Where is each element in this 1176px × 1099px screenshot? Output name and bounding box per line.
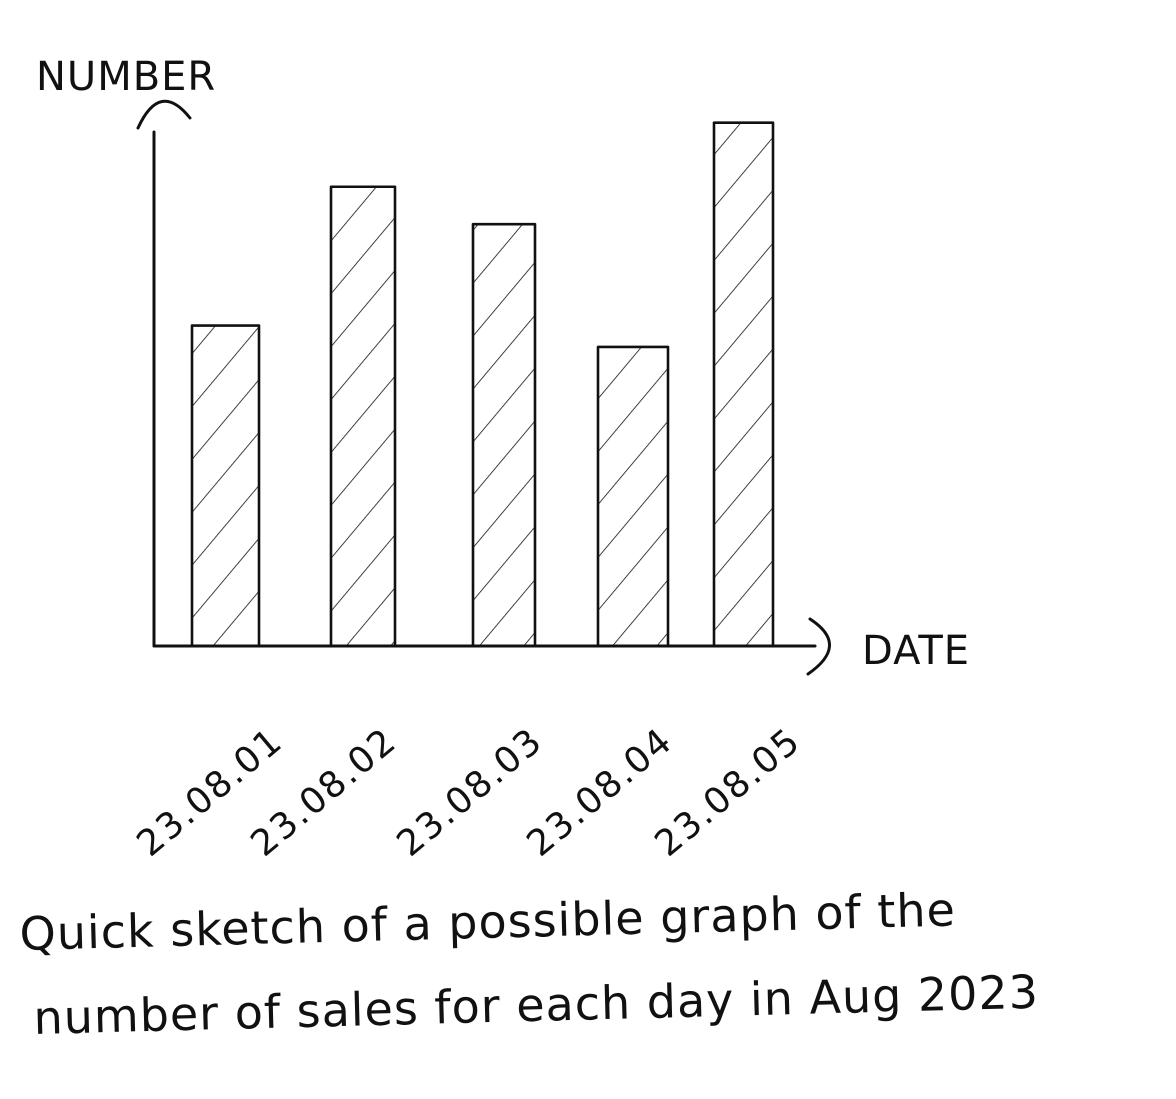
bar-23.08.03 bbox=[471, 222, 537, 648]
plot-area: NUMBER DATE 23.08.0123.08.0223.08.0323.0… bbox=[36, 54, 970, 865]
x-axis-title: DATE bbox=[862, 628, 970, 674]
bar-group bbox=[190, 121, 775, 648]
caption-line-1: Quick sketch of a possible graph of the bbox=[19, 882, 957, 960]
bar-23.08.05 bbox=[712, 121, 775, 648]
bar-23.08.01 bbox=[190, 324, 261, 648]
bar-23.08.04 bbox=[596, 345, 670, 648]
x-axis-arrowhead bbox=[806, 617, 831, 676]
y-axis-arrowhead bbox=[136, 99, 192, 130]
caption-line-2: number of sales for each day in Aug 2023 bbox=[33, 965, 1040, 1045]
caption: Quick sketch of a possible graph of the … bbox=[19, 882, 1040, 1044]
bar-23.08.02 bbox=[329, 185, 397, 648]
y-axis-title: NUMBER bbox=[36, 54, 216, 100]
